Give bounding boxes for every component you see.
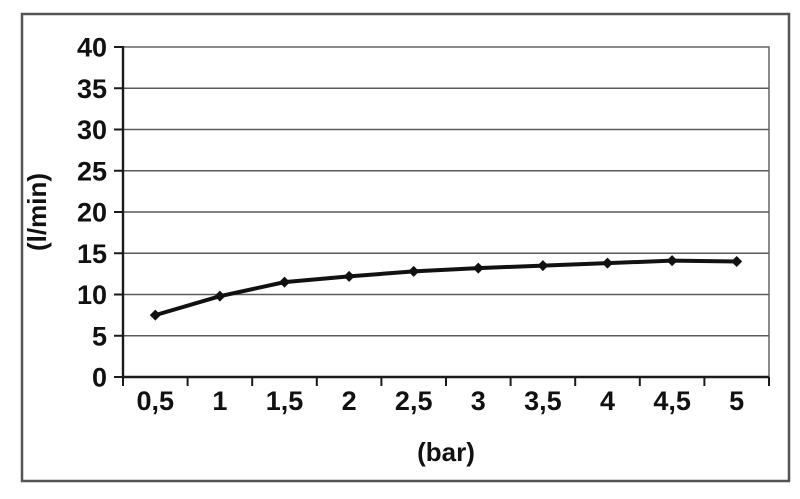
data-point-marker <box>149 309 161 321</box>
x-tick-label: 1 <box>212 386 227 416</box>
y-axis-title: (l/min) <box>22 173 52 251</box>
x-tick-label: 1,5 <box>266 386 304 416</box>
data-point-marker <box>602 257 613 269</box>
x-tick-label: 0,5 <box>137 386 175 416</box>
axes: 0 5 10 15 20 25 30 35 40 0,5 1 1,5 2 2,5 3 3,5 4 4,5 5 <box>77 33 770 416</box>
chart-frame <box>20 12 791 483</box>
x-tick-label: 2,5 <box>395 386 433 416</box>
x-tick-label: 5 <box>729 386 744 416</box>
y-tick-label: 30 <box>77 115 107 145</box>
y-tick-label: 20 <box>77 198 107 228</box>
data-point-marker <box>214 290 226 302</box>
data-series <box>149 255 743 321</box>
gridlines <box>123 87 769 337</box>
y-tick-label: 0 <box>92 363 107 393</box>
x-tick-label: 4 <box>600 386 615 416</box>
y-tick-label: 40 <box>77 33 107 63</box>
y-tick-label: 5 <box>92 321 107 351</box>
data-point-marker <box>343 270 355 282</box>
data-point-marker <box>731 256 743 267</box>
series-line <box>153 258 739 318</box>
data-point-marker <box>408 265 420 277</box>
x-tick-label: 3 <box>471 386 486 416</box>
x-tick-label: 3,5 <box>524 386 562 416</box>
x-axis-title: (bar) <box>417 437 475 467</box>
data-point-marker <box>666 255 678 267</box>
axis-labels: (l/min) (bar) <box>22 173 475 467</box>
y-tick-label: 15 <box>77 239 107 269</box>
x-tick-label: 4,5 <box>653 386 691 416</box>
data-point-marker <box>279 276 290 288</box>
data-point-marker <box>472 262 484 274</box>
y-tick-label: 25 <box>77 156 107 186</box>
x-tick-label: 2 <box>342 386 357 416</box>
y-tick-label: 10 <box>77 280 107 310</box>
data-point-marker <box>537 260 549 272</box>
y-tick-label: 35 <box>77 74 107 104</box>
